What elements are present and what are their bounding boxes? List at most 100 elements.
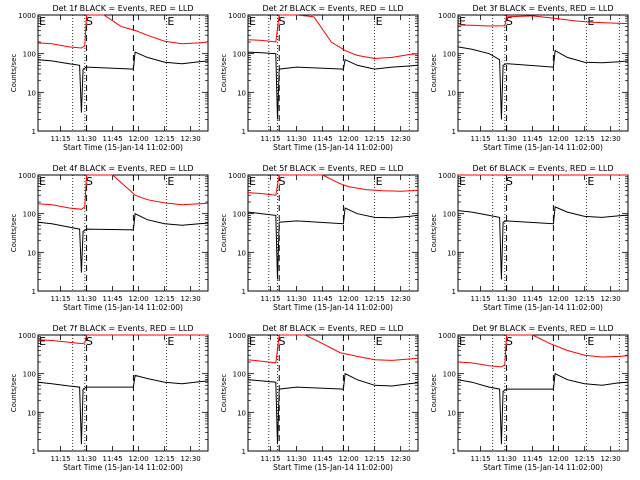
panel-title: Det 7f BLACK = Events, RED = LLD bbox=[52, 324, 193, 333]
x-tick-label: 11:15 bbox=[50, 455, 70, 463]
marker-label: S bbox=[278, 15, 285, 28]
x-tick-label: 11:45 bbox=[522, 135, 542, 143]
x-tick-label: 11:45 bbox=[312, 455, 332, 463]
panel-title: Det 8f BLACK = Events, RED = LLD bbox=[262, 324, 403, 333]
panel-title: Det 1f BLACK = Events, RED = LLD bbox=[52, 4, 193, 13]
marker-label: E bbox=[39, 335, 46, 348]
series-line-events bbox=[37, 374, 209, 445]
y-axis-label: Counts/sec bbox=[220, 374, 228, 413]
marker-label: E bbox=[587, 335, 594, 348]
panel-det-6: Det 6f BLACK = Events, RED = LLD 1 10 100 10… bbox=[430, 164, 629, 312]
x-axis-label: Start Time (15-Jan-14 11:02:00) bbox=[273, 143, 393, 152]
x-tick-label: 12:30 bbox=[181, 455, 201, 463]
x-tick-label: 11:30 bbox=[76, 135, 96, 143]
marker-label: S bbox=[278, 335, 285, 348]
x-tick-label: 12:00 bbox=[549, 455, 569, 463]
plot-frame bbox=[247, 14, 419, 132]
y-axis-label: Counts/sec bbox=[430, 54, 438, 93]
marker-label: E bbox=[376, 335, 383, 348]
x-axis-label: Start Time (15-Jan-14 11:02:00) bbox=[63, 143, 183, 152]
y-tick-label: 1000 bbox=[228, 332, 246, 340]
series-line-events bbox=[247, 372, 419, 445]
y-tick-label: 100 bbox=[443, 51, 456, 59]
plot-frame bbox=[37, 334, 209, 452]
y-tick-label: 1 bbox=[32, 128, 36, 136]
x-tick-label: 11:15 bbox=[50, 295, 70, 303]
plot-frame bbox=[37, 174, 209, 292]
x-tick-label: 11:45 bbox=[522, 455, 542, 463]
y-tick-label: 10 bbox=[447, 89, 456, 97]
plot-frame bbox=[457, 14, 629, 132]
series-line-events bbox=[457, 46, 629, 120]
panel-det-2: Det 2f BLACK = Events, RED = LLD 1 10 100 10… bbox=[220, 4, 419, 152]
y-tick-label: 1 bbox=[242, 128, 246, 136]
x-axis-label: Start Time (15-Jan-14 11:02:00) bbox=[63, 463, 183, 472]
marker-label: E bbox=[459, 15, 466, 28]
y-tick-label: 10 bbox=[237, 89, 246, 97]
panel-det-4: Det 4f BLACK = Events, RED = LLD 1 10 100 10… bbox=[10, 164, 209, 312]
x-tick-label: 11:15 bbox=[260, 135, 280, 143]
series-line-lld bbox=[247, 174, 419, 196]
x-tick-label: 11:30 bbox=[286, 135, 306, 143]
x-tick-label: 12:15 bbox=[575, 295, 595, 303]
marker-label: E bbox=[459, 175, 466, 188]
marker-label: E bbox=[167, 335, 174, 348]
x-tick-label: 12:30 bbox=[601, 135, 621, 143]
series-line-lld bbox=[37, 334, 208, 345]
x-tick-label: 12:30 bbox=[601, 455, 621, 463]
marker-label: S bbox=[506, 15, 513, 28]
marker-label: E bbox=[376, 15, 383, 28]
series-line-lld bbox=[37, 14, 209, 49]
y-tick-label: 10 bbox=[447, 409, 456, 417]
y-tick-label: 1000 bbox=[438, 172, 456, 180]
x-tick-label: 12:15 bbox=[155, 295, 175, 303]
y-tick-label: 1000 bbox=[18, 12, 36, 20]
x-tick-label: 12:15 bbox=[575, 455, 595, 463]
panel-det-1: Det 1f BLACK = Events, RED = LLD 1 10 100 10… bbox=[10, 4, 209, 152]
panel-det-8: Det 8f BLACK = Events, RED = LLD 1 10 100 10… bbox=[220, 324, 419, 472]
plot-frame bbox=[247, 174, 419, 292]
y-tick-label: 1000 bbox=[228, 12, 246, 20]
y-tick-label: 10 bbox=[27, 89, 36, 97]
x-tick-label: 11:30 bbox=[76, 295, 96, 303]
x-tick-label: 12:00 bbox=[339, 295, 359, 303]
series-line-lld bbox=[457, 15, 629, 27]
x-axis-label: Start Time (15-Jan-14 11:02:00) bbox=[483, 463, 603, 472]
plot-frame bbox=[457, 334, 629, 452]
marker-label: S bbox=[278, 175, 285, 188]
x-tick-label: 12:00 bbox=[129, 295, 149, 303]
series-line-events bbox=[37, 51, 209, 113]
x-tick-label: 12:00 bbox=[129, 455, 149, 463]
y-tick-label: 100 bbox=[443, 211, 456, 219]
marker-label: S bbox=[86, 175, 93, 188]
x-tick-label: 12:00 bbox=[339, 455, 359, 463]
y-axis-label: Counts/sec bbox=[10, 374, 18, 413]
x-tick-label: 11:30 bbox=[286, 455, 306, 463]
y-tick-label: 1 bbox=[32, 288, 36, 296]
x-tick-label: 11:15 bbox=[470, 455, 490, 463]
x-tick-label: 11:45 bbox=[312, 135, 332, 143]
y-tick-label: 1 bbox=[242, 288, 246, 296]
marker-label: E bbox=[39, 175, 46, 188]
y-tick-label: 100 bbox=[233, 51, 246, 59]
y-tick-label: 1 bbox=[242, 448, 246, 456]
x-tick-label: 12:30 bbox=[391, 135, 411, 143]
series-line-events bbox=[247, 207, 419, 280]
marker-label: E bbox=[167, 175, 174, 188]
x-tick-label: 12:15 bbox=[575, 135, 595, 143]
marker-label: E bbox=[249, 175, 256, 188]
x-tick-label: 12:15 bbox=[365, 295, 385, 303]
panel-title: Det 4f BLACK = Events, RED = LLD bbox=[52, 164, 193, 173]
y-tick-label: 100 bbox=[233, 211, 246, 219]
x-axis-label: Start Time (15-Jan-14 11:02:00) bbox=[483, 303, 603, 312]
marker-label: E bbox=[587, 15, 594, 28]
y-axis-label: Counts/sec bbox=[10, 214, 18, 253]
panel-det-7: Det 7f BLACK = Events, RED = LLD 1 10 100 10… bbox=[10, 324, 209, 472]
y-tick-label: 10 bbox=[447, 249, 456, 257]
series-line-lld bbox=[247, 14, 419, 60]
series-line-lld bbox=[247, 334, 419, 364]
series-line-events bbox=[457, 206, 629, 280]
x-tick-label: 11:30 bbox=[286, 295, 306, 303]
panel-title: Det 3f BLACK = Events, RED = LLD bbox=[472, 4, 613, 13]
